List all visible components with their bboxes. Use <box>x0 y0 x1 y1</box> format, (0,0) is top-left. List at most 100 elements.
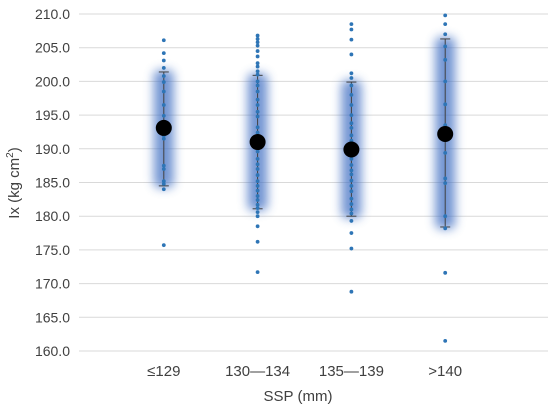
data-point <box>255 239 260 244</box>
y-tick-label: 175.0 <box>35 242 70 258</box>
data-point <box>255 188 260 193</box>
y-tick-label: 205.0 <box>35 40 70 56</box>
data-point <box>349 126 354 130</box>
data-point <box>255 89 260 94</box>
data-point <box>349 157 354 161</box>
data-point <box>349 103 354 107</box>
data-point <box>255 114 260 119</box>
data-point <box>255 179 260 184</box>
y-tick-label: 185.0 <box>35 175 70 191</box>
data-point <box>443 57 448 62</box>
data-point <box>443 338 448 343</box>
data-point <box>161 58 166 63</box>
data-point <box>349 168 354 173</box>
data-point <box>349 113 354 117</box>
data-point <box>161 113 166 118</box>
data-point <box>349 71 354 76</box>
data-point <box>161 103 166 107</box>
data-point <box>255 183 260 188</box>
data-point <box>443 79 448 84</box>
mean-marker <box>249 134 266 151</box>
data-point <box>443 176 448 181</box>
y-tick-label: 160.0 <box>35 343 70 359</box>
data-point <box>443 32 448 37</box>
data-point <box>161 89 166 94</box>
data-point <box>349 183 354 188</box>
y-tick-label: 200.0 <box>35 73 70 89</box>
data-point <box>349 37 354 42</box>
data-point <box>349 289 354 294</box>
data-point <box>161 136 166 141</box>
data-point <box>161 163 166 168</box>
data-point <box>161 167 166 171</box>
y-tick-label: 180.0 <box>35 208 70 224</box>
data-point <box>161 38 166 43</box>
data-point <box>255 162 260 167</box>
mean-marker <box>155 119 172 136</box>
data-point <box>443 22 448 27</box>
y-axis-title-main: Ix (kg cm <box>6 158 23 219</box>
data-point <box>161 179 166 184</box>
data-point <box>443 226 448 231</box>
data-point <box>349 246 354 251</box>
y-tick-label: 190.0 <box>35 141 70 157</box>
data-point <box>255 194 260 198</box>
y-axis-tick-labels: 160.0 165.0 170.0 175.0 180.0 185.0 190.0 195.0… <box>35 6 70 359</box>
data-point <box>255 61 260 66</box>
data-point <box>255 202 260 207</box>
sd-bands <box>153 36 456 229</box>
data-point <box>161 66 166 70</box>
y-axis-title: Ix (kg cm2) <box>5 147 23 218</box>
x-axis-title: SSP (mm) <box>264 388 333 405</box>
data-point <box>255 37 260 41</box>
data-point <box>349 196 354 201</box>
data-point <box>255 125 260 130</box>
data-point <box>255 109 260 114</box>
data-point <box>349 172 354 177</box>
data-point <box>349 22 354 27</box>
data-point <box>255 72 260 77</box>
data-point <box>443 102 448 107</box>
data-point <box>255 224 260 229</box>
data-point <box>349 92 354 97</box>
y-tick-label: 170.0 <box>35 276 70 292</box>
data-point <box>349 83 354 88</box>
data-point <box>255 54 260 59</box>
y-tick-label: 195.0 <box>35 107 70 123</box>
data-point <box>349 178 354 183</box>
data-point <box>255 173 260 177</box>
data-point <box>349 211 354 216</box>
data-point <box>349 219 354 223</box>
data-point <box>255 40 260 45</box>
data-point <box>161 181 166 186</box>
data-point <box>255 130 260 135</box>
data-point <box>255 270 260 275</box>
mean-marker <box>437 125 454 142</box>
gridlines <box>79 13 548 352</box>
data-point <box>161 243 166 248</box>
x-axis-tick-labels: ≤129 130—134 135—139 >140 <box>147 363 462 380</box>
y-tick-label: 210.0 <box>35 6 70 22</box>
data-point <box>349 163 354 167</box>
data-point <box>161 74 166 78</box>
data-point <box>255 69 260 74</box>
data-point <box>161 187 166 192</box>
data-point <box>349 189 354 194</box>
data-point <box>255 64 260 69</box>
data-point <box>255 83 260 88</box>
data-point <box>255 167 260 171</box>
data-point <box>255 33 260 38</box>
x-tick-label: ≤129 <box>147 363 180 380</box>
data-point <box>161 80 166 84</box>
data-point <box>349 52 354 57</box>
data-point <box>255 149 260 154</box>
data-point <box>255 198 260 202</box>
data-point <box>255 49 260 53</box>
data-point <box>349 202 354 206</box>
mean-markers <box>155 119 454 158</box>
error-bars <box>158 38 451 228</box>
data-point <box>255 214 260 219</box>
data-point <box>161 51 166 55</box>
data-point <box>443 13 448 18</box>
